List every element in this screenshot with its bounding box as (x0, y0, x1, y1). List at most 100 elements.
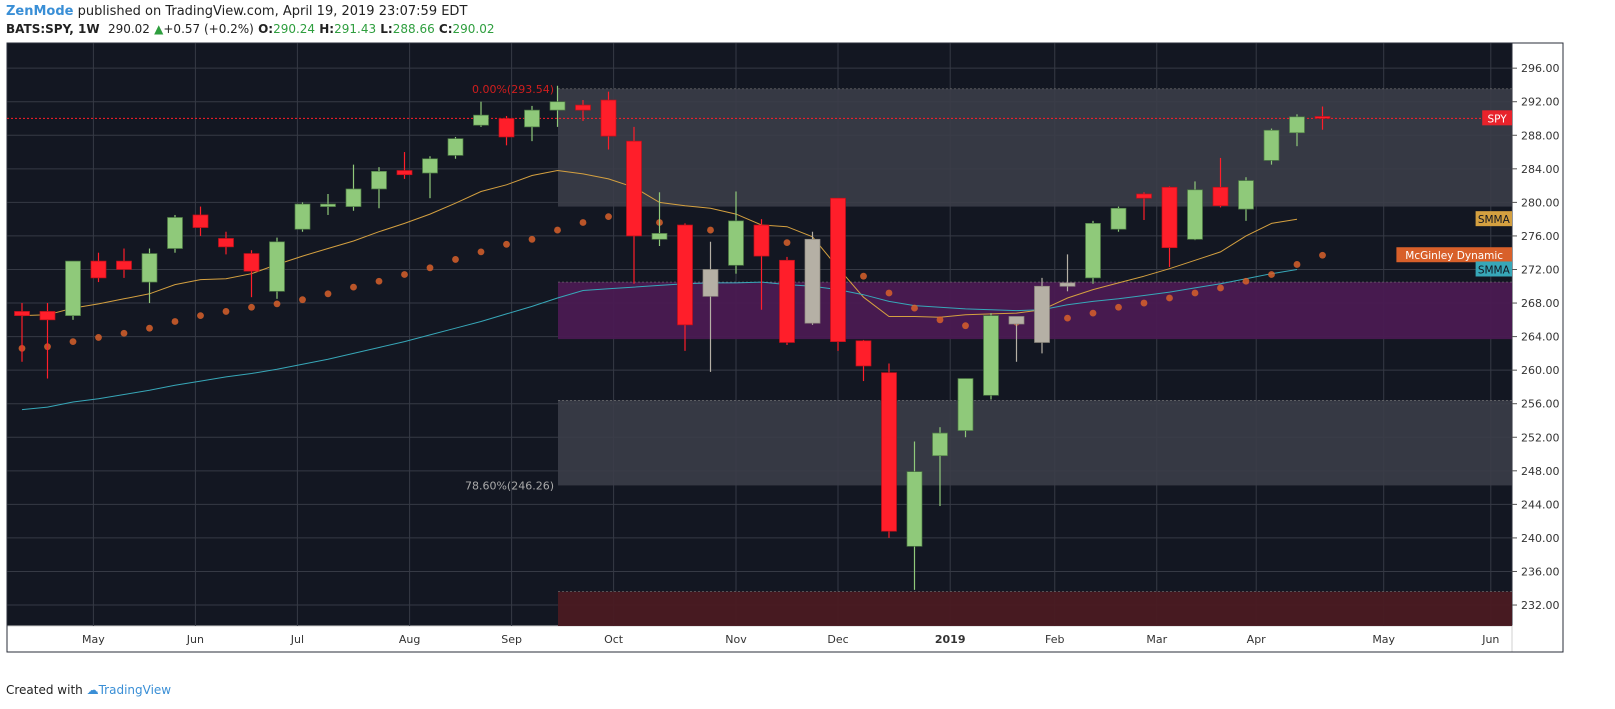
high-value: 291.43 (334, 22, 377, 36)
price-change: +0.57 (+0.2%) (163, 22, 254, 36)
candle-body (65, 260, 81, 316)
mcginley-dot (477, 248, 485, 256)
time-tick-label: Sep (501, 633, 522, 646)
candle-body (422, 158, 438, 174)
open-value: 290.24 (273, 22, 316, 36)
smma-line (21, 269, 1298, 411)
fib-zone-gray (558, 88, 1512, 207)
candle (1034, 277, 1050, 354)
mcginley-dot (273, 300, 281, 308)
footer: Created with ☁TradingView (6, 683, 171, 697)
fib-level-label: 0.00%(293.54) (472, 83, 554, 96)
mcginley-dot (579, 219, 587, 226)
candle (396, 152, 413, 179)
price-tick-label: 280.00 (1521, 196, 1560, 209)
mcginley-dot (171, 318, 179, 325)
candle (65, 260, 81, 320)
candle (1110, 206, 1127, 232)
candle-body (932, 432, 948, 457)
mcginley-dot (1064, 314, 1071, 322)
candle-body (294, 203, 311, 230)
candle (702, 241, 719, 372)
candle (1187, 181, 1203, 241)
open-label: O: (258, 22, 274, 36)
time-tick-label: Mar (1146, 633, 1167, 646)
price-tick-label: 248.00 (1521, 465, 1560, 478)
candle (983, 313, 999, 400)
time-tick-label: Jun (1481, 633, 1499, 646)
candle (269, 237, 285, 299)
publish-info: ZenMode published on TradingView.com, Ap… (6, 4, 467, 19)
mcginley-dot (503, 240, 510, 248)
candle-body (345, 188, 362, 207)
mcginley-dot (554, 226, 561, 234)
candle (1008, 316, 1025, 362)
candle-body (1008, 316, 1025, 325)
up-arrow-icon: ▲ (154, 22, 164, 36)
mcginley-dot (1089, 309, 1097, 317)
price-tick-label: 276.00 (1521, 230, 1560, 243)
price-tag-label: SMMA (1478, 264, 1511, 276)
candle-body (447, 138, 464, 156)
candle-body (804, 238, 821, 324)
candle-body (243, 253, 260, 272)
candle (957, 378, 974, 438)
price-tick-label: 264.00 (1521, 331, 1560, 344)
price-axis-tag: SPY (1482, 110, 1512, 126)
price-tick-label: 256.00 (1521, 398, 1560, 411)
candle (524, 105, 540, 142)
candle (498, 115, 515, 146)
author-link[interactable]: ZenMode (6, 4, 74, 19)
time-tick-label: 2019 (935, 633, 966, 646)
mcginley-dot (1293, 261, 1301, 268)
candle (345, 164, 362, 211)
candle (626, 126, 642, 284)
time-tick-label: Aug (399, 633, 420, 646)
candle-body (1161, 186, 1178, 249)
candle-body (116, 260, 132, 270)
high-label: H: (319, 22, 335, 36)
candle-body (830, 197, 846, 342)
candle (473, 101, 489, 127)
price-tag-box (1475, 211, 1512, 227)
mcginley-dot (1166, 294, 1173, 302)
candle-body (983, 315, 999, 396)
time-tick-label: Feb (1045, 633, 1064, 646)
time-tick-label: Oct (604, 633, 624, 646)
mcginley-dot (426, 264, 434, 272)
candle-body (1289, 116, 1305, 134)
mcginley-dot (783, 239, 791, 247)
mcginley-dot (69, 338, 77, 346)
candle-body (192, 214, 209, 228)
time-tick-label: Nov (725, 633, 747, 646)
price-tick-label: 268.00 (1521, 297, 1560, 310)
time-tick-label: Dec (827, 633, 848, 646)
mcginley-dot (299, 296, 306, 304)
mcginley-dot (1217, 284, 1224, 292)
mcginley-dot (962, 322, 969, 330)
candle-body (1085, 223, 1101, 279)
price-tag-box (1475, 261, 1512, 277)
candle (116, 248, 132, 278)
candle-body (1263, 129, 1280, 161)
candle (1212, 157, 1229, 208)
candle (90, 252, 107, 283)
candle-body (1136, 193, 1152, 199)
price-tick-label: 232.00 (1521, 599, 1560, 612)
tradingview-logo-text[interactable]: TradingView (98, 683, 172, 697)
mcginley-dot (1268, 271, 1275, 278)
mcginley-dot (197, 312, 204, 320)
price-axis-tag: SMMA (1475, 261, 1512, 277)
low-value: 288.66 (392, 22, 435, 36)
price-tick-label: 244.00 (1521, 498, 1560, 511)
candle-body (906, 471, 923, 547)
chart-frame (6, 42, 1564, 653)
candle (651, 192, 668, 247)
publish-text: published on TradingView.com, April 19, … (73, 4, 468, 19)
candle (1085, 220, 1101, 284)
price-tick-label: 240.00 (1521, 532, 1560, 545)
candle-body (626, 140, 642, 237)
price-tag-label: SMMA (1478, 214, 1511, 226)
candle-body (702, 269, 719, 297)
